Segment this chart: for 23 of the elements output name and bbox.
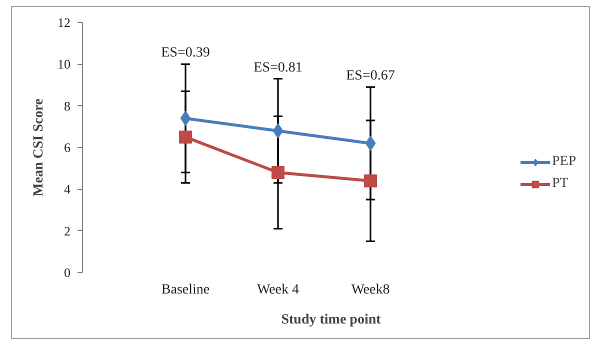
annotation: ES=0.81 [254, 60, 302, 76]
x-tick-label: Week 4 [256, 282, 300, 298]
point [272, 123, 284, 138]
y-tick-label: 0 [64, 265, 70, 280]
y-tick-label: 10 [58, 56, 70, 72]
y-tick-label: 6 [64, 140, 71, 155]
y-tick-label: 2 [64, 223, 70, 238]
point [180, 110, 191, 126]
annotation: ES=0.67 [346, 68, 395, 84]
legend-label: PEP [552, 154, 576, 170]
x-tick-label: Baseline [161, 282, 210, 298]
x-tick-label: Week8 [351, 282, 390, 298]
y-tick-label: 4 [64, 182, 71, 197]
point [365, 136, 376, 151]
point [179, 130, 192, 144]
y-axis-title: Mean CSI Score [32, 98, 46, 196]
legend-label: PT [552, 176, 570, 192]
y-tick-label: 12 [58, 15, 70, 30]
annotation: ES=0.39 [161, 46, 210, 61]
x-axis-title: Study time point [281, 312, 382, 328]
y-tick-label: 8 [64, 98, 70, 114]
point [272, 166, 285, 179]
point [364, 174, 377, 188]
